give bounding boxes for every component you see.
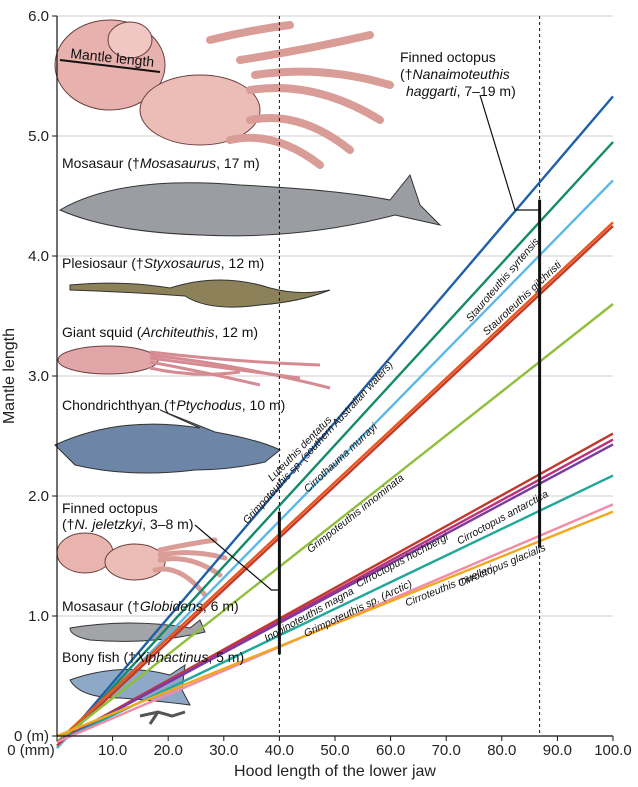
series-line <box>56 303 614 743</box>
shark-icon <box>54 409 281 474</box>
annotations: Finned octopus(†Nanaimoteuthishaggarti, … <box>62 45 516 665</box>
plesiosaur-icon <box>69 279 331 308</box>
annotation-chondrichthyan: Chondrichthyan (†Ptychodus, 10 m) <box>62 397 285 413</box>
series-line <box>56 221 614 743</box>
annotation-giant-squid: Giant squid (Architeuthis, 12 m) <box>62 324 258 340</box>
y-tick-label: 1.0 <box>28 608 49 625</box>
octopus-small-arm-icon <box>157 537 218 553</box>
squid-tentacle-icon <box>149 353 331 390</box>
octopus-small-body-icon <box>104 543 166 581</box>
x-tick-label: 40.0 <box>265 742 294 759</box>
series-line <box>56 443 614 744</box>
x-tick-label: 0 (mm) <box>7 742 55 759</box>
x-tick-label: 30.0 <box>209 742 238 759</box>
series-line <box>56 225 614 747</box>
series-lines <box>56 95 614 749</box>
octopus-small-arm-icon <box>157 556 223 578</box>
x-axis-label: Hood length of the lower jaw <box>234 763 436 780</box>
octopus-fin-icon <box>107 21 153 59</box>
reference-lines <box>194 16 542 736</box>
annotation-finned-octopus-small: Finned octopus <box>62 500 158 516</box>
annotation-bony-fish: Bony fish (†Xiphactinus, 5 m) <box>62 649 244 665</box>
series-line <box>56 95 614 749</box>
y-tick-label: 4.0 <box>28 248 49 265</box>
y-tick-label: 0 (m) <box>14 728 49 745</box>
annotation-mosasaur-large: Mosasaur (†Mosasaurus, 17 m) <box>62 155 260 171</box>
series-line <box>56 179 614 749</box>
diver-icon <box>139 710 186 725</box>
annotation-finned-octopus-small-range: (†N. jeletzkyi, 3–8 m) <box>62 516 194 532</box>
x-tick-label: 60.0 <box>376 742 405 759</box>
mantle-length-bar <box>59 59 161 73</box>
x-tick-label: 100.0 <box>594 742 632 759</box>
mosasaur-large-icon <box>58 173 442 237</box>
x-tick-label: 10.0 <box>98 742 127 759</box>
y-axis-label: Mantle length <box>1 328 18 424</box>
x-tick-label: 70.0 <box>432 742 461 759</box>
squid-tentacle-icon <box>149 366 241 376</box>
octopus-arm-icon <box>246 84 384 124</box>
giant-squid-icon <box>57 345 159 375</box>
octopus-arm-icon <box>251 67 394 89</box>
series-line <box>56 510 614 738</box>
octopus-arm-icon <box>236 31 374 64</box>
annotation-finned-octopus-large: (†Nanaimoteuthis <box>400 66 510 82</box>
squid-tentacle-icon <box>149 350 321 367</box>
callout-line <box>479 94 540 211</box>
octopus-arm-icon <box>246 114 354 154</box>
annotation-finned-octopus-large: haggarti, 7–19 m) <box>406 83 516 99</box>
octopus-arm-icon <box>206 21 294 44</box>
x-tick-label: 50.0 <box>320 742 349 759</box>
series-line <box>56 141 614 749</box>
x-tick-label: 20.0 <box>154 742 183 759</box>
octopus-small-icon <box>56 532 114 574</box>
annotation-plesiosaur: Plesiosaur (†Styxosaurus, 12 m) <box>62 255 264 271</box>
y-tick-label: 2.0 <box>28 488 49 505</box>
axes: 0 (mm) 10.0 20.0 30.0 40.0 50.0 60.0 70.0 80.0 90… <box>1 8 632 780</box>
y-tick-label: 3.0 <box>28 368 49 385</box>
y-tick-label: 5.0 <box>28 128 49 145</box>
octopus-arm-icon <box>226 133 324 169</box>
x-tick-label: 90.0 <box>543 742 572 759</box>
y-tick-label: 6.0 <box>28 8 49 25</box>
octopus-body-icon <box>139 74 261 146</box>
annotation-mosasaur-small: Mosasaur (†Globidens, 6 m) <box>62 598 239 614</box>
annotation-finned-octopus-large: Finned octopus <box>400 49 496 65</box>
x-tick-label: 80.0 <box>487 742 516 759</box>
callout-line <box>194 524 280 591</box>
